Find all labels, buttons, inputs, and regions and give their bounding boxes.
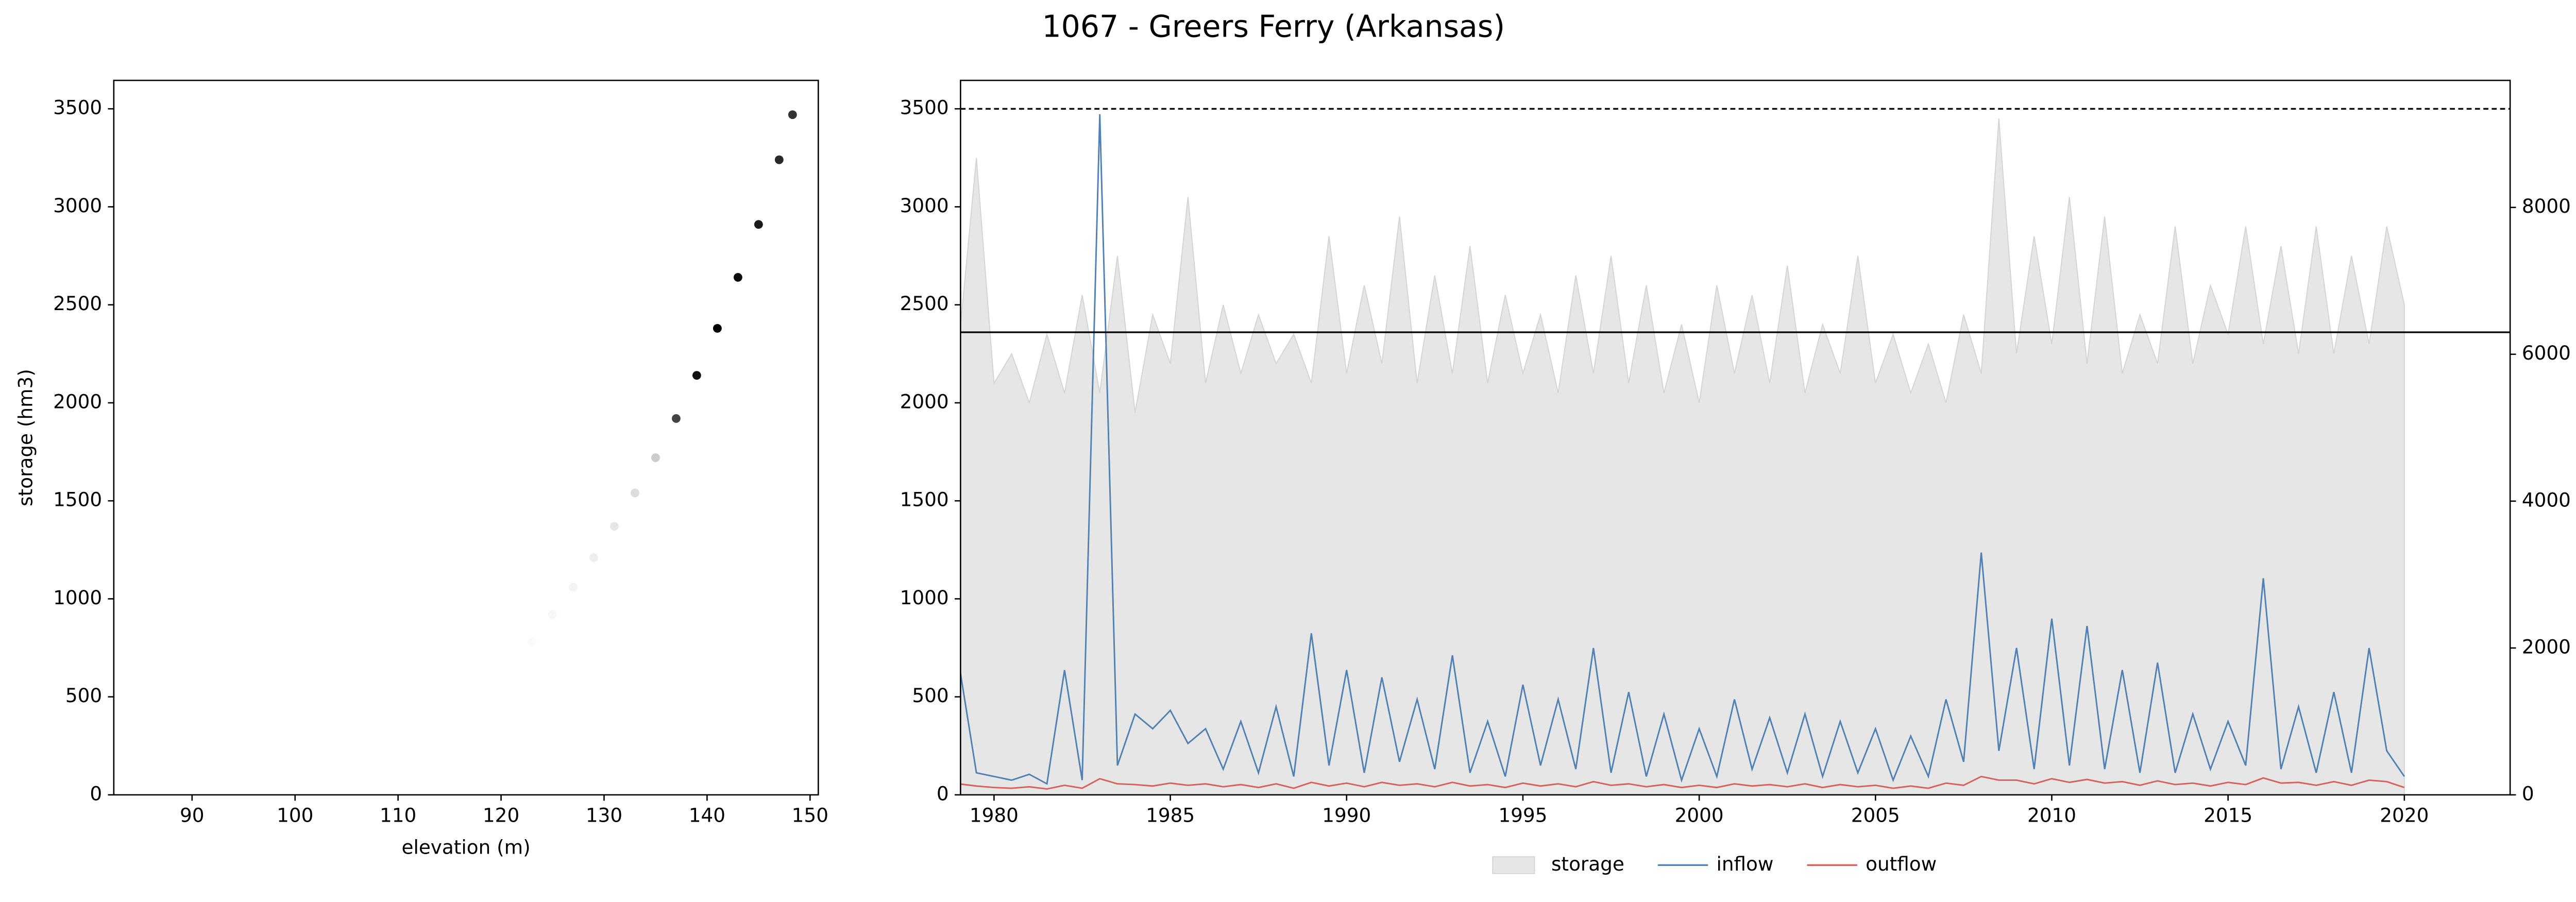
- y-axis-label: storage (hm3): [14, 369, 37, 506]
- point: [754, 220, 763, 229]
- x-tick-label: 90: [180, 804, 205, 827]
- point: [733, 273, 742, 282]
- y-tick-label: 2500: [53, 292, 102, 315]
- x-tick-label: 1990: [1322, 804, 1371, 827]
- legend-label: storage: [1551, 853, 1624, 875]
- y2-tick-label: 2000: [2522, 635, 2571, 658]
- x-axis-label: elevation (m): [401, 836, 530, 858]
- point: [774, 155, 784, 164]
- point: [651, 453, 660, 462]
- point: [589, 553, 598, 563]
- x-tick-label: 110: [380, 804, 416, 827]
- x-tick-label: 1985: [1146, 804, 1195, 827]
- point: [713, 324, 722, 333]
- x-tick-label: 1995: [1498, 804, 1547, 827]
- point: [548, 610, 557, 619]
- flow-line: [960, 114, 2405, 785]
- y-tick-label: 2000: [900, 390, 949, 413]
- y2-tick-label: 6000: [2522, 342, 2571, 364]
- y-tick-label: 3000: [53, 194, 102, 217]
- x-tick-label: 2010: [2027, 804, 2076, 827]
- y-tick-label: 1000: [900, 586, 949, 609]
- y-tick-label: 3000: [900, 194, 949, 217]
- storage-area: [960, 118, 2405, 795]
- y-tick-label: 500: [912, 684, 948, 707]
- y-tick-label: 0: [90, 782, 102, 805]
- point: [569, 583, 578, 592]
- x-tick-label: 140: [689, 804, 725, 827]
- x-tick-label: 150: [792, 804, 828, 827]
- y-tick-label: 1000: [53, 586, 102, 609]
- x-tick-label: 120: [483, 804, 519, 827]
- flow-line: [960, 775, 2405, 790]
- y2-tick-label: 8000: [2522, 195, 2571, 217]
- y2-tick-label: 4000: [2522, 488, 2571, 511]
- y-tick-label: 3500: [900, 96, 949, 119]
- x-tick-label: 1980: [970, 804, 1019, 827]
- y2-tick-label: 0: [2522, 782, 2534, 805]
- y-tick-label: 3500: [53, 96, 102, 119]
- axes-frame: [113, 79, 819, 796]
- point: [528, 637, 536, 646]
- point: [692, 371, 701, 380]
- x-tick-label: 2015: [2204, 804, 2252, 827]
- legend-swatch: [1492, 856, 1535, 874]
- point: [631, 488, 639, 498]
- x-tick-label: 100: [277, 804, 313, 827]
- x-tick-label: 2005: [1851, 804, 1900, 827]
- y-tick-label: 2000: [53, 390, 102, 413]
- x-tick-label: 2020: [2380, 804, 2429, 827]
- point: [671, 414, 681, 423]
- y-tick-label: 1500: [53, 488, 102, 511]
- y-tick-label: 500: [65, 684, 102, 707]
- legend-label: inflow: [1716, 853, 1773, 875]
- y-tick-label: 2500: [900, 292, 949, 315]
- axes-frame: [960, 79, 2511, 796]
- x-tick-label: 130: [586, 804, 622, 827]
- point: [610, 522, 619, 531]
- point: [788, 110, 797, 120]
- legend-label: outflow: [1866, 853, 1937, 875]
- x-tick-label: 2000: [1675, 804, 1724, 827]
- y-tick-label: 0: [937, 782, 949, 805]
- figure-title: 1067 - Greers Ferry (Arkansas): [1042, 9, 1505, 44]
- y-tick-label: 1500: [900, 488, 949, 511]
